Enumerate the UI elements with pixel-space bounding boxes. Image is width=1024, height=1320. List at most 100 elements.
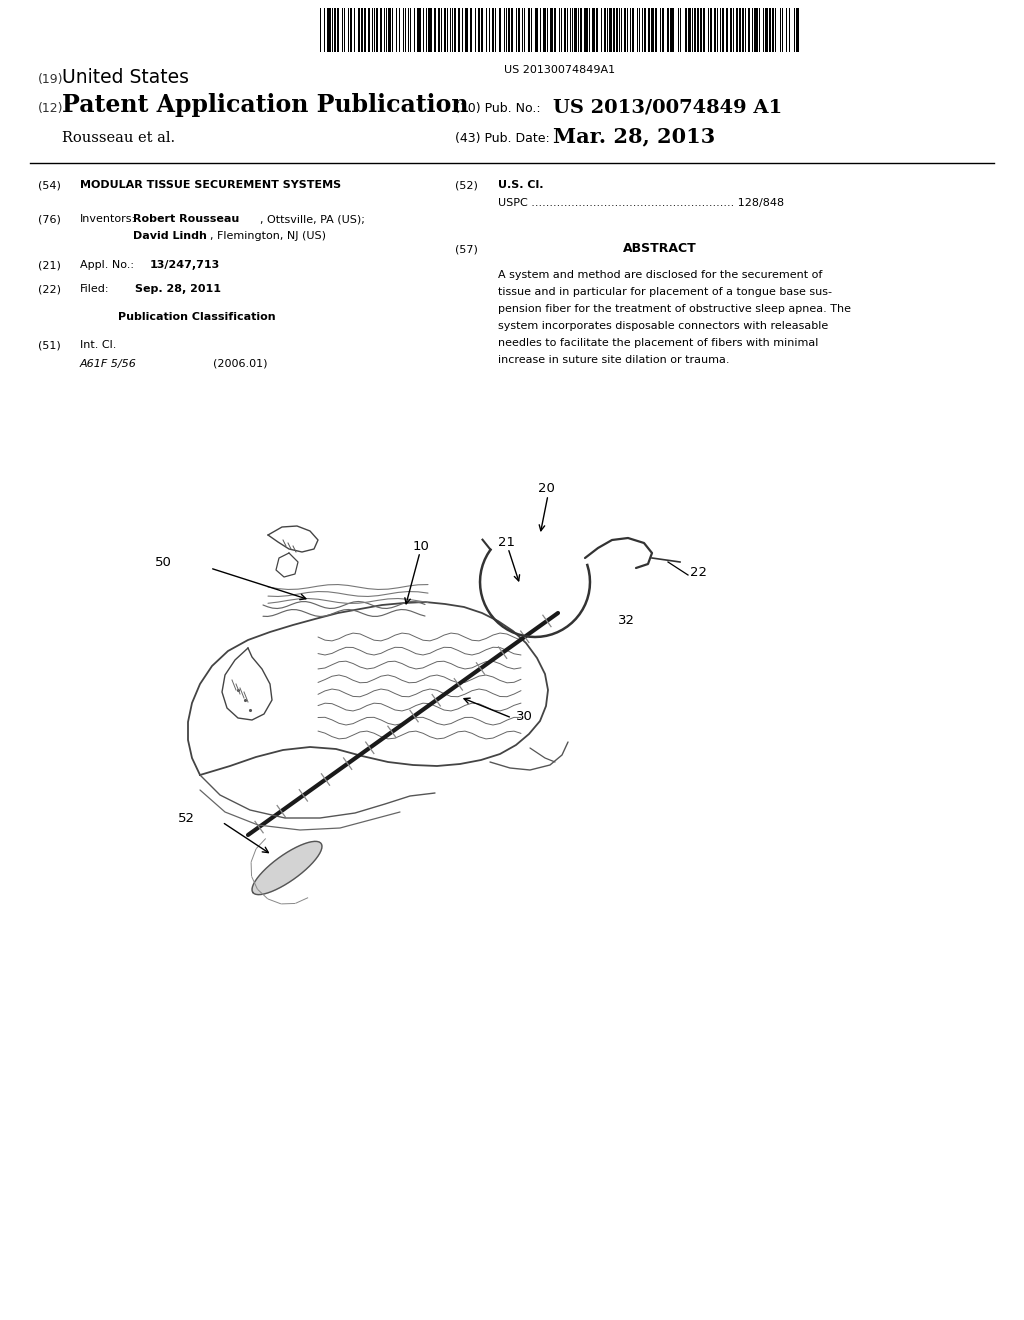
Text: (12): (12)	[38, 102, 63, 115]
Text: Publication Classification: Publication Classification	[118, 312, 275, 322]
Text: pension fiber for the treatment of obstructive sleep apnea. The: pension fiber for the treatment of obstr…	[498, 304, 851, 314]
Bar	[441, 8, 442, 51]
Bar	[388, 8, 391, 51]
Bar	[434, 8, 436, 51]
Text: MODULAR TISSUE SECUREMENT SYSTEMS: MODULAR TISSUE SECUREMENT SYSTEMS	[80, 180, 341, 190]
Bar	[337, 8, 339, 51]
Bar	[630, 8, 631, 51]
Bar	[475, 8, 476, 51]
Text: 22: 22	[690, 565, 707, 578]
Bar	[450, 8, 451, 51]
Bar	[696, 8, 699, 51]
Bar	[567, 8, 568, 51]
Bar	[642, 8, 643, 51]
Text: Sep. 28, 2011: Sep. 28, 2011	[135, 284, 221, 294]
Bar	[324, 8, 325, 51]
Text: U.S. Cl.: U.S. Cl.	[498, 180, 544, 190]
Bar	[428, 8, 431, 51]
Bar	[328, 8, 331, 51]
Text: A61F 5/56: A61F 5/56	[80, 359, 137, 370]
Bar	[531, 8, 532, 51]
Bar	[384, 8, 385, 51]
Bar	[559, 8, 560, 51]
Bar	[678, 8, 679, 51]
Bar	[380, 8, 382, 51]
Text: David Lindh: David Lindh	[133, 231, 207, 242]
Bar	[465, 8, 468, 51]
Text: (57): (57)	[455, 244, 478, 253]
Bar	[593, 8, 595, 51]
Bar	[350, 8, 352, 51]
Bar	[485, 8, 486, 51]
Bar	[720, 8, 721, 51]
Bar	[651, 8, 653, 51]
Bar	[447, 8, 449, 51]
Text: 32: 32	[618, 614, 635, 627]
Bar	[726, 8, 728, 51]
Bar	[521, 8, 523, 51]
Bar	[353, 8, 354, 51]
Bar	[694, 8, 695, 51]
Bar	[342, 8, 343, 51]
Text: (76): (76)	[38, 214, 60, 224]
Text: 52: 52	[178, 812, 195, 825]
Text: United States: United States	[62, 69, 189, 87]
Bar	[717, 8, 719, 51]
Bar	[632, 8, 635, 51]
Bar	[319, 8, 322, 51]
Bar	[659, 8, 660, 51]
Bar	[730, 8, 731, 51]
Bar	[578, 8, 580, 51]
Bar	[782, 8, 783, 51]
Bar	[386, 8, 387, 51]
Bar	[481, 8, 483, 51]
Bar	[607, 8, 608, 51]
Bar	[358, 8, 359, 51]
Bar	[738, 8, 741, 51]
Bar	[470, 8, 472, 51]
Text: tissue and in particular for placement of a tongue base sus-: tissue and in particular for placement o…	[498, 286, 831, 297]
Text: 13/247,713: 13/247,713	[150, 260, 220, 271]
Bar	[518, 8, 520, 51]
Text: system incorporates disposable connectors with releasable: system incorporates disposable connector…	[498, 321, 828, 331]
Bar	[543, 8, 546, 51]
Bar	[563, 8, 566, 51]
Bar	[504, 8, 505, 51]
Text: (10) Pub. No.:: (10) Pub. No.:	[455, 102, 541, 115]
Bar	[335, 8, 336, 51]
Bar	[736, 8, 737, 51]
Bar	[478, 8, 479, 51]
Bar	[414, 8, 415, 51]
Bar	[524, 8, 525, 51]
Bar	[372, 8, 373, 51]
Text: (54): (54)	[38, 180, 60, 190]
Bar	[417, 8, 421, 51]
Bar	[722, 8, 724, 51]
Bar	[365, 8, 366, 51]
Bar	[462, 8, 463, 51]
Bar	[589, 8, 590, 51]
Bar	[561, 8, 562, 51]
Bar	[609, 8, 611, 51]
Text: ABSTRACT: ABSTRACT	[624, 242, 697, 255]
Bar	[547, 8, 548, 51]
Bar	[772, 8, 773, 51]
Bar	[423, 8, 424, 51]
Text: (51): (51)	[38, 341, 60, 350]
Bar	[535, 8, 539, 51]
Text: 20: 20	[538, 482, 555, 495]
Bar	[452, 8, 454, 51]
Bar	[360, 8, 364, 51]
Bar	[752, 8, 754, 51]
Bar	[644, 8, 646, 51]
Bar	[392, 8, 393, 51]
Bar	[604, 8, 605, 51]
Bar	[647, 8, 650, 51]
Bar	[700, 8, 701, 51]
Text: US 20130074849A1: US 20130074849A1	[505, 65, 615, 75]
Bar	[508, 8, 510, 51]
Bar	[671, 8, 674, 51]
Bar	[624, 8, 626, 51]
Bar	[680, 8, 681, 51]
Bar	[527, 8, 530, 51]
